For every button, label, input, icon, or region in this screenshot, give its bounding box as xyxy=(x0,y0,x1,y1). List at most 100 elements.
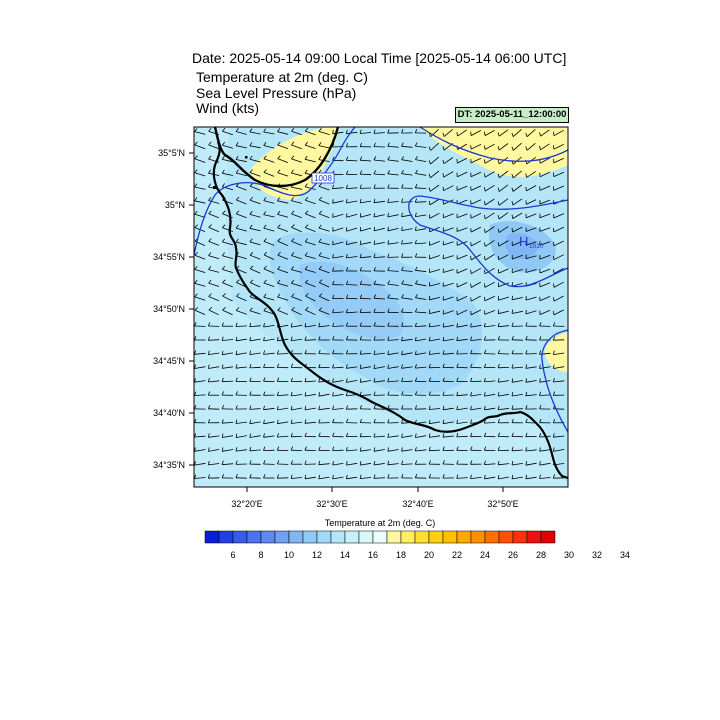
wind-barb xyxy=(456,241,468,246)
wind-barb-feather xyxy=(249,405,252,410)
wind-barb xyxy=(318,463,330,466)
wind-barb xyxy=(498,393,510,397)
wind-barb xyxy=(484,295,495,302)
wind-barb xyxy=(194,254,206,260)
wind-barb-feather xyxy=(207,336,210,341)
wind-barb-feather xyxy=(277,279,281,284)
wind-barb-feather xyxy=(470,349,473,354)
wind-barb xyxy=(222,435,234,438)
wind-barb xyxy=(513,129,522,137)
wind-barb xyxy=(360,256,372,259)
wind-barb-feather xyxy=(387,129,390,134)
wind-barb xyxy=(471,295,481,302)
wind-barb-feather xyxy=(263,336,265,341)
wind-barb-feather xyxy=(221,238,226,243)
wind-barb xyxy=(470,199,482,205)
wind-barb xyxy=(277,296,289,301)
wind-barb-feather xyxy=(304,266,308,270)
wind-barb xyxy=(208,339,220,341)
wind-barb xyxy=(456,477,468,479)
wind-barb xyxy=(263,325,275,328)
wind-barb-feather xyxy=(359,322,362,327)
wind-barb-feather xyxy=(332,364,335,369)
wind-barb xyxy=(249,421,261,425)
wind-barb-feather xyxy=(304,238,308,243)
wind-barb xyxy=(332,256,344,259)
wind-barb-feather xyxy=(194,433,197,438)
wind-barb xyxy=(553,254,564,261)
wind-barb-feather xyxy=(359,240,362,245)
wind-barb xyxy=(415,173,427,176)
warm-area-northeast xyxy=(420,127,568,177)
wind-barb-feather xyxy=(387,226,389,231)
wind-barb-feather xyxy=(304,474,307,479)
wind-barb xyxy=(249,172,261,177)
colorbar-label: 18 xyxy=(396,550,406,560)
wind-barb xyxy=(318,310,330,315)
wind-barb-feather xyxy=(428,350,431,355)
wind-barb-feather xyxy=(497,432,501,437)
wind-barb xyxy=(222,144,234,149)
wind-barb xyxy=(373,477,385,479)
wind-barb-feather xyxy=(194,391,197,396)
wind-barb-feather xyxy=(276,363,280,368)
wind-barb xyxy=(415,159,427,162)
wind-barb xyxy=(484,253,495,261)
wind-barb-feather xyxy=(470,405,472,410)
wind-barb-feather xyxy=(235,460,238,465)
wind-barb-feather xyxy=(249,391,252,396)
wind-barb-feather xyxy=(207,419,211,424)
wind-barb xyxy=(470,213,482,219)
wind-barb xyxy=(539,213,551,219)
wind-barb xyxy=(304,476,316,480)
wind-barb-feather xyxy=(221,183,226,187)
wind-barb-feather xyxy=(511,364,514,369)
wind-barb-feather xyxy=(318,392,320,397)
wind-barb-feather xyxy=(221,141,226,146)
wind-barb xyxy=(539,477,551,479)
wind-barb xyxy=(263,268,275,274)
wind-barb-feather xyxy=(235,238,239,243)
colorbar-swatch xyxy=(372,530,388,544)
colorbar-label: 34 xyxy=(620,550,630,560)
wind-barb-feather xyxy=(442,377,445,382)
wind-barb xyxy=(208,296,220,302)
wind-barb-feather xyxy=(346,199,348,204)
isobar-1008-west xyxy=(194,127,356,256)
wind-barb xyxy=(194,462,206,466)
wind-barb-feather xyxy=(277,307,281,311)
wind-barb xyxy=(208,227,220,233)
wind-barb-feather xyxy=(305,224,309,228)
wind-barb-feather xyxy=(539,447,541,452)
wind-barb-feather xyxy=(304,446,307,451)
wind-barb-feather xyxy=(470,419,472,424)
wind-barb xyxy=(511,269,523,273)
wind-barb xyxy=(277,435,289,438)
wind-barb xyxy=(457,129,468,137)
colorbar-swatch xyxy=(358,530,374,544)
wind-barb-feather xyxy=(345,364,348,369)
wind-barb-feather xyxy=(318,378,321,383)
wind-barb-feather xyxy=(428,336,431,342)
wind-barb-feather xyxy=(291,224,295,228)
wind-barb-feather xyxy=(442,350,445,355)
wind-barb xyxy=(525,394,537,397)
wind-barb-feather xyxy=(291,252,295,256)
wind-barb xyxy=(304,186,316,190)
wind-barb-feather xyxy=(497,349,501,354)
wind-barb xyxy=(415,366,427,369)
wind-barb xyxy=(484,240,495,247)
wind-barb xyxy=(194,394,206,396)
wind-barb-feather xyxy=(318,336,321,341)
wind-barb xyxy=(387,366,399,369)
wind-barb-feather xyxy=(484,269,486,274)
wind-barb xyxy=(236,268,247,274)
wind-barb-feather xyxy=(428,391,431,396)
wind-barb-feather xyxy=(497,228,500,233)
wind-barb-feather xyxy=(428,419,431,424)
wind-barb-feather xyxy=(428,160,431,165)
wind-barb-feather xyxy=(194,364,196,369)
colorbar-label: 8 xyxy=(258,550,263,560)
wind-barb-feather xyxy=(318,265,322,270)
colorbar-title: Temperature at 2m (deg. C) xyxy=(325,518,436,528)
